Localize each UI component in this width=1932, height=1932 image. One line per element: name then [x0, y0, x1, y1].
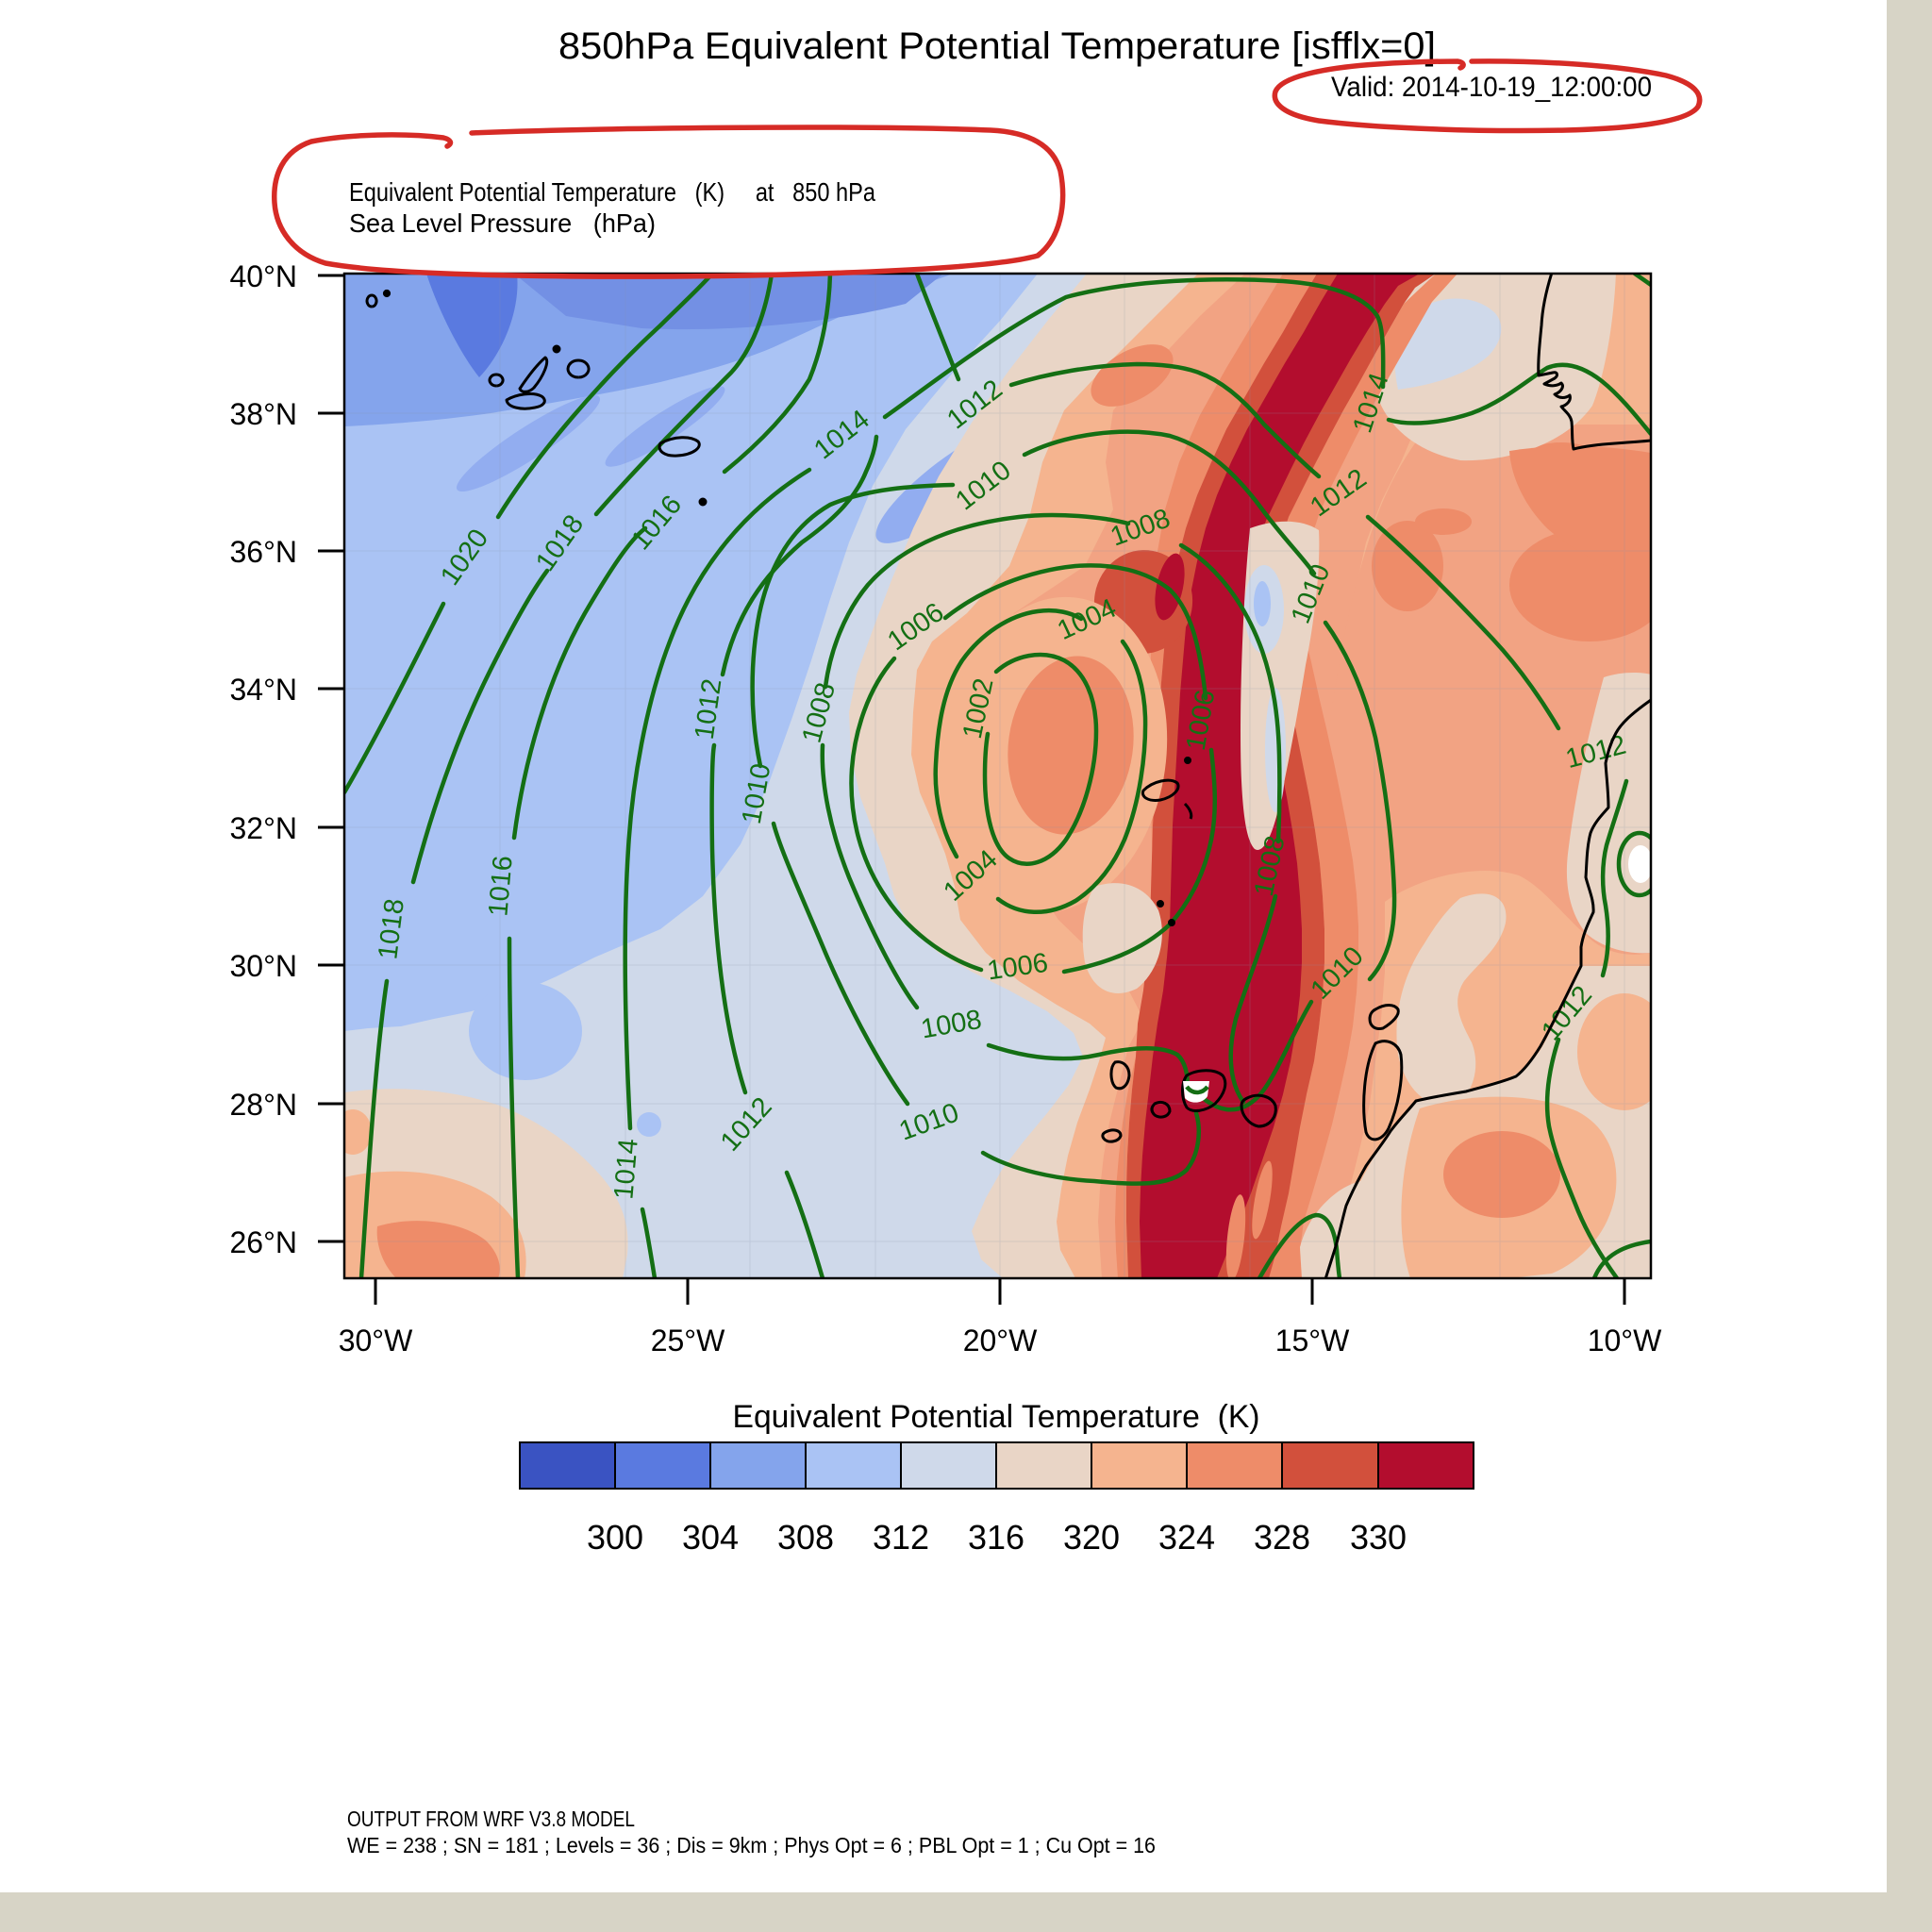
svg-text:850hPa Equivalent Potential Te: 850hPa Equivalent Potential Temperature …	[558, 25, 1436, 67]
svg-text:38°N: 38°N	[230, 397, 298, 431]
svg-text:300: 300	[587, 1518, 643, 1557]
svg-text:316: 316	[968, 1518, 1024, 1557]
svg-text:1018: 1018	[373, 897, 410, 961]
svg-text:304: 304	[682, 1518, 739, 1557]
svg-text:15°W: 15°W	[1275, 1324, 1350, 1357]
svg-text:40°N: 40°N	[230, 259, 298, 293]
svg-text:28°N: 28°N	[230, 1088, 298, 1122]
svg-text:308: 308	[777, 1518, 834, 1557]
svg-text:Valid: 2014-10-19_12:00:00: Valid: 2014-10-19_12:00:00	[1331, 72, 1652, 103]
svg-text:26°N: 26°N	[230, 1225, 298, 1259]
svg-text:36°N: 36°N	[230, 535, 298, 569]
svg-text:25°W: 25°W	[651, 1324, 725, 1357]
svg-text:1014: 1014	[608, 1138, 644, 1201]
svg-text:30°W: 30°W	[339, 1324, 413, 1357]
svg-text:320: 320	[1063, 1518, 1120, 1557]
svg-text:1016: 1016	[483, 855, 519, 918]
svg-text:34°N: 34°N	[230, 673, 298, 707]
svg-text:324: 324	[1158, 1518, 1215, 1557]
svg-text:Equivalent Potential Temperatu: Equivalent Potential Temperature (K) at …	[349, 177, 875, 207]
svg-text:Sea Level Pressure (hPa): Sea Level Pressure (hPa)	[349, 208, 656, 238]
svg-text:OUTPUT FROM WRF V3.8 MODEL: OUTPUT FROM WRF V3.8 MODEL	[347, 1807, 635, 1831]
svg-text:Equivalent Potential Temperatu: Equivalent Potential Temperature (K)	[733, 1399, 1260, 1435]
svg-text:20°W: 20°W	[963, 1324, 1038, 1357]
svg-text:330: 330	[1350, 1518, 1407, 1557]
svg-text:10°W: 10°W	[1588, 1324, 1662, 1357]
svg-text:312: 312	[873, 1518, 929, 1557]
svg-text:WE = 238 ; SN = 181 ; Levels =: WE = 238 ; SN = 181 ; Levels = 36 ; Dis …	[347, 1833, 1156, 1857]
svg-text:328: 328	[1254, 1518, 1310, 1557]
svg-text:30°N: 30°N	[230, 949, 298, 983]
svg-text:32°N: 32°N	[230, 811, 298, 845]
